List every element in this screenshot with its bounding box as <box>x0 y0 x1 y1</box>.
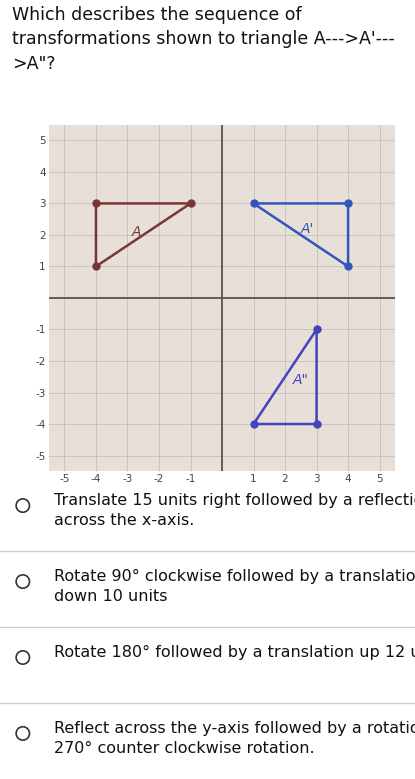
Text: A": A" <box>293 373 309 387</box>
Text: Reflect across the y-axis followed by a rotation
270° counter clockwise rotation: Reflect across the y-axis followed by a … <box>54 721 415 756</box>
Text: Which describes the sequence of
transformations shown to triangle A--->A'---
>A": Which describes the sequence of transfor… <box>12 6 395 72</box>
Text: Rotate 90° clockwise followed by a translation
down 10 units: Rotate 90° clockwise followed by a trans… <box>54 569 415 605</box>
Text: Rotate 180° followed by a translation up 12 units.: Rotate 180° followed by a translation up… <box>54 645 415 661</box>
Text: Translate 15 units right followed by a reflection
across the x-axis.: Translate 15 units right followed by a r… <box>54 493 415 528</box>
Text: A': A' <box>300 222 314 235</box>
Text: A: A <box>132 225 142 239</box>
